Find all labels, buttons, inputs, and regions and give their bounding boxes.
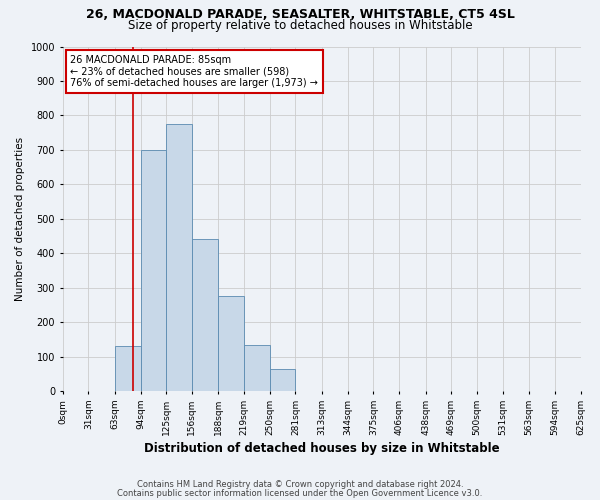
Text: 26, MACDONALD PARADE, SEASALTER, WHITSTABLE, CT5 4SL: 26, MACDONALD PARADE, SEASALTER, WHITSTA… bbox=[86, 8, 514, 20]
Text: 26 MACDONALD PARADE: 85sqm
← 23% of detached houses are smaller (598)
76% of sem: 26 MACDONALD PARADE: 85sqm ← 23% of deta… bbox=[70, 55, 319, 88]
Text: Size of property relative to detached houses in Whitstable: Size of property relative to detached ho… bbox=[128, 18, 472, 32]
Text: Contains HM Land Registry data © Crown copyright and database right 2024.: Contains HM Land Registry data © Crown c… bbox=[137, 480, 463, 489]
Text: Contains public sector information licensed under the Open Government Licence v3: Contains public sector information licen… bbox=[118, 488, 482, 498]
Bar bbox=[166, 124, 192, 391]
Bar bbox=[270, 368, 295, 391]
X-axis label: Distribution of detached houses by size in Whitstable: Distribution of detached houses by size … bbox=[144, 442, 499, 455]
Y-axis label: Number of detached properties: Number of detached properties bbox=[15, 136, 25, 301]
Bar bbox=[115, 346, 140, 391]
Bar bbox=[218, 296, 244, 391]
Bar bbox=[192, 240, 218, 391]
Bar bbox=[244, 344, 270, 391]
Bar bbox=[140, 150, 166, 391]
